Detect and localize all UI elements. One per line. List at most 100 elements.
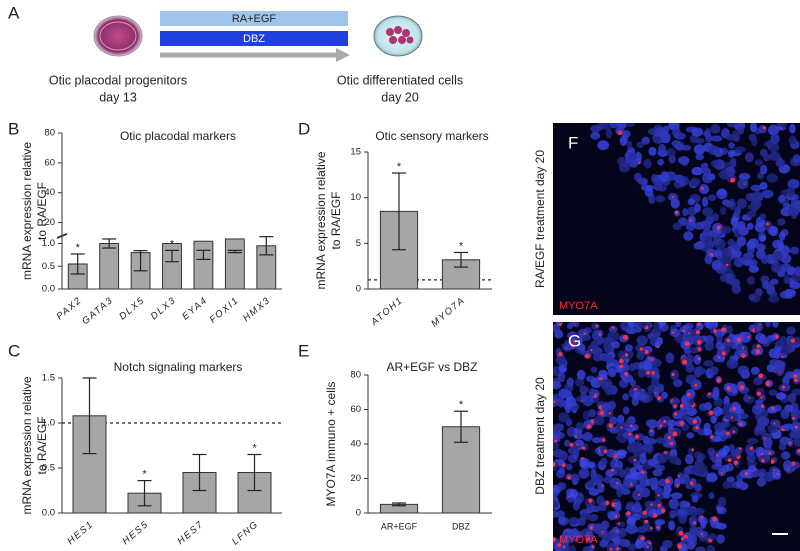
nucleus bbox=[682, 208, 689, 217]
nucleus bbox=[602, 342, 613, 351]
nucleus bbox=[623, 477, 632, 487]
nucleus bbox=[697, 453, 706, 461]
micrograph-cells bbox=[590, 123, 800, 303]
nucleus bbox=[656, 419, 663, 430]
x-tick-label: ATOH1 bbox=[368, 295, 405, 329]
myo7a-signal bbox=[749, 446, 754, 450]
nucleus bbox=[657, 452, 669, 464]
myo7a-signal bbox=[676, 483, 679, 487]
myo7a-signal bbox=[688, 332, 691, 335]
nucleus bbox=[625, 524, 638, 535]
myo7a-signal bbox=[644, 519, 649, 524]
myo7a-signal bbox=[605, 500, 610, 505]
nucleus bbox=[582, 410, 591, 421]
nucleus bbox=[626, 123, 635, 127]
y-tick-label: 40 bbox=[44, 187, 55, 198]
nucleus bbox=[629, 152, 638, 161]
nucleus bbox=[746, 222, 754, 230]
myo7a-signal bbox=[716, 377, 722, 383]
x-tick-label: HMX3 bbox=[241, 295, 273, 324]
myo7a-signal bbox=[651, 358, 654, 362]
nucleus bbox=[689, 347, 699, 354]
myo7a-signal bbox=[656, 526, 660, 529]
nucleus bbox=[710, 135, 723, 142]
myo7a-signal bbox=[674, 210, 679, 215]
treatment-bar bbox=[160, 31, 348, 46]
nucleus bbox=[726, 325, 733, 334]
myo7a-signal bbox=[697, 322, 701, 326]
myo7a-signal bbox=[708, 410, 714, 416]
myo7a-signal bbox=[642, 510, 647, 515]
nucleus bbox=[728, 142, 735, 149]
nucleus bbox=[615, 521, 626, 528]
nucleus bbox=[755, 324, 763, 332]
error-bar bbox=[454, 410, 468, 443]
error-bar bbox=[227, 249, 242, 254]
nucleus bbox=[564, 439, 571, 447]
nucleus bbox=[702, 228, 712, 236]
nucleus bbox=[658, 322, 667, 327]
myo7a-signal bbox=[792, 416, 795, 420]
nucleus bbox=[698, 403, 709, 411]
myo7a-signal bbox=[581, 446, 586, 450]
nucleus bbox=[751, 136, 758, 147]
nucleus bbox=[680, 395, 688, 405]
myo7a-signal bbox=[665, 478, 670, 484]
nucleus bbox=[689, 524, 698, 536]
nucleus bbox=[775, 392, 787, 400]
nucleus bbox=[751, 404, 763, 415]
nucleus bbox=[586, 480, 594, 488]
nucleus bbox=[652, 358, 662, 368]
nucleus bbox=[553, 441, 560, 450]
panel-letter: F bbox=[568, 133, 578, 152]
myo7a-signal bbox=[617, 130, 623, 135]
myo7a-signal bbox=[595, 324, 599, 328]
myo7a-signal bbox=[626, 511, 631, 516]
nucleus bbox=[726, 358, 739, 369]
y-tick-label: 80 bbox=[350, 370, 361, 381]
y-tick-label: 15 bbox=[350, 147, 361, 158]
myo7a-signal bbox=[562, 545, 566, 549]
myo7a-signal bbox=[725, 431, 730, 436]
x-tick-label: HES7 bbox=[175, 519, 206, 547]
myo7a-signal bbox=[628, 432, 632, 436]
nucleus bbox=[773, 348, 782, 359]
nucleus bbox=[637, 367, 647, 378]
nucleus bbox=[778, 123, 788, 128]
nucleus bbox=[606, 448, 616, 458]
nucleus bbox=[588, 409, 596, 418]
myo7a-signal bbox=[574, 435, 578, 438]
nucleus bbox=[773, 404, 782, 412]
nucleus bbox=[739, 256, 746, 264]
myo7a-signal bbox=[692, 419, 698, 424]
nucleus bbox=[685, 221, 696, 231]
myo7a-signal bbox=[590, 349, 593, 352]
nucleus bbox=[627, 442, 639, 453]
nucleus bbox=[593, 415, 605, 426]
nucleus bbox=[657, 185, 668, 192]
nucleus bbox=[755, 249, 766, 260]
myo7a-signal bbox=[677, 544, 682, 549]
bar bbox=[99, 243, 120, 290]
nucleus bbox=[702, 172, 713, 184]
myo7a-signal bbox=[659, 424, 663, 428]
error-bar bbox=[137, 480, 152, 507]
nucleus bbox=[553, 323, 560, 333]
nucleus bbox=[730, 216, 739, 227]
nucleus bbox=[718, 496, 727, 508]
myo7a-signal bbox=[553, 461, 556, 467]
nucleus bbox=[648, 477, 659, 487]
myo7a-signal bbox=[672, 331, 675, 334]
nucleus bbox=[754, 194, 762, 201]
nucleus bbox=[720, 226, 732, 234]
nucleus bbox=[772, 468, 782, 480]
nucleus bbox=[672, 222, 682, 230]
nucleus bbox=[558, 450, 568, 462]
myo7a-signal bbox=[733, 460, 739, 466]
nucleus bbox=[624, 344, 634, 352]
myo7a-signal bbox=[571, 343, 575, 348]
nucleus bbox=[772, 239, 783, 249]
nucleus bbox=[653, 129, 664, 137]
myo7a-signal bbox=[758, 373, 764, 379]
nucleus bbox=[677, 509, 688, 516]
